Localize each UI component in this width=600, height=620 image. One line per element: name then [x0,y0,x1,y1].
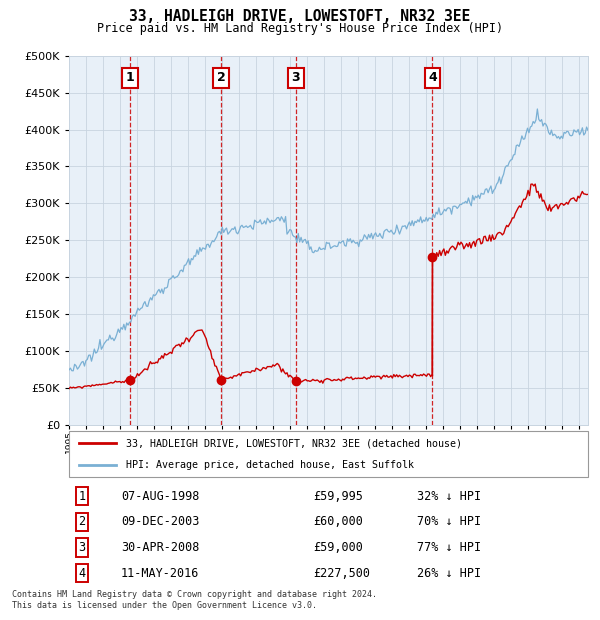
Text: Price paid vs. HM Land Registry's House Price Index (HPI): Price paid vs. HM Land Registry's House … [97,22,503,35]
Text: 70% ↓ HPI: 70% ↓ HPI [417,515,481,528]
Text: 2: 2 [217,71,226,84]
Text: This data is licensed under the Open Government Licence v3.0.: This data is licensed under the Open Gov… [12,601,317,611]
Text: 33, HADLEIGH DRIVE, LOWESTOFT, NR32 3EE (detached house): 33, HADLEIGH DRIVE, LOWESTOFT, NR32 3EE … [126,438,462,448]
Text: £59,995: £59,995 [313,490,363,503]
Text: 4: 4 [79,567,86,580]
Text: 1: 1 [79,490,86,503]
Text: HPI: Average price, detached house, East Suffolk: HPI: Average price, detached house, East… [126,460,414,470]
Text: 1: 1 [126,71,134,84]
Text: 3: 3 [79,541,86,554]
Text: 32% ↓ HPI: 32% ↓ HPI [417,490,481,503]
Text: 07-AUG-1998: 07-AUG-1998 [121,490,199,503]
Text: 30-APR-2008: 30-APR-2008 [121,541,199,554]
Text: £60,000: £60,000 [313,515,363,528]
Text: £227,500: £227,500 [313,567,370,580]
Text: 11-MAY-2016: 11-MAY-2016 [121,567,199,580]
Text: 09-DEC-2003: 09-DEC-2003 [121,515,199,528]
FancyBboxPatch shape [69,431,588,477]
Text: 77% ↓ HPI: 77% ↓ HPI [417,541,481,554]
Text: Contains HM Land Registry data © Crown copyright and database right 2024.: Contains HM Land Registry data © Crown c… [12,590,377,600]
Text: 4: 4 [428,71,437,84]
Text: 3: 3 [292,71,300,84]
Text: 33, HADLEIGH DRIVE, LOWESTOFT, NR32 3EE: 33, HADLEIGH DRIVE, LOWESTOFT, NR32 3EE [130,9,470,24]
Text: 2: 2 [79,515,86,528]
Text: £59,000: £59,000 [313,541,363,554]
Text: 26% ↓ HPI: 26% ↓ HPI [417,567,481,580]
